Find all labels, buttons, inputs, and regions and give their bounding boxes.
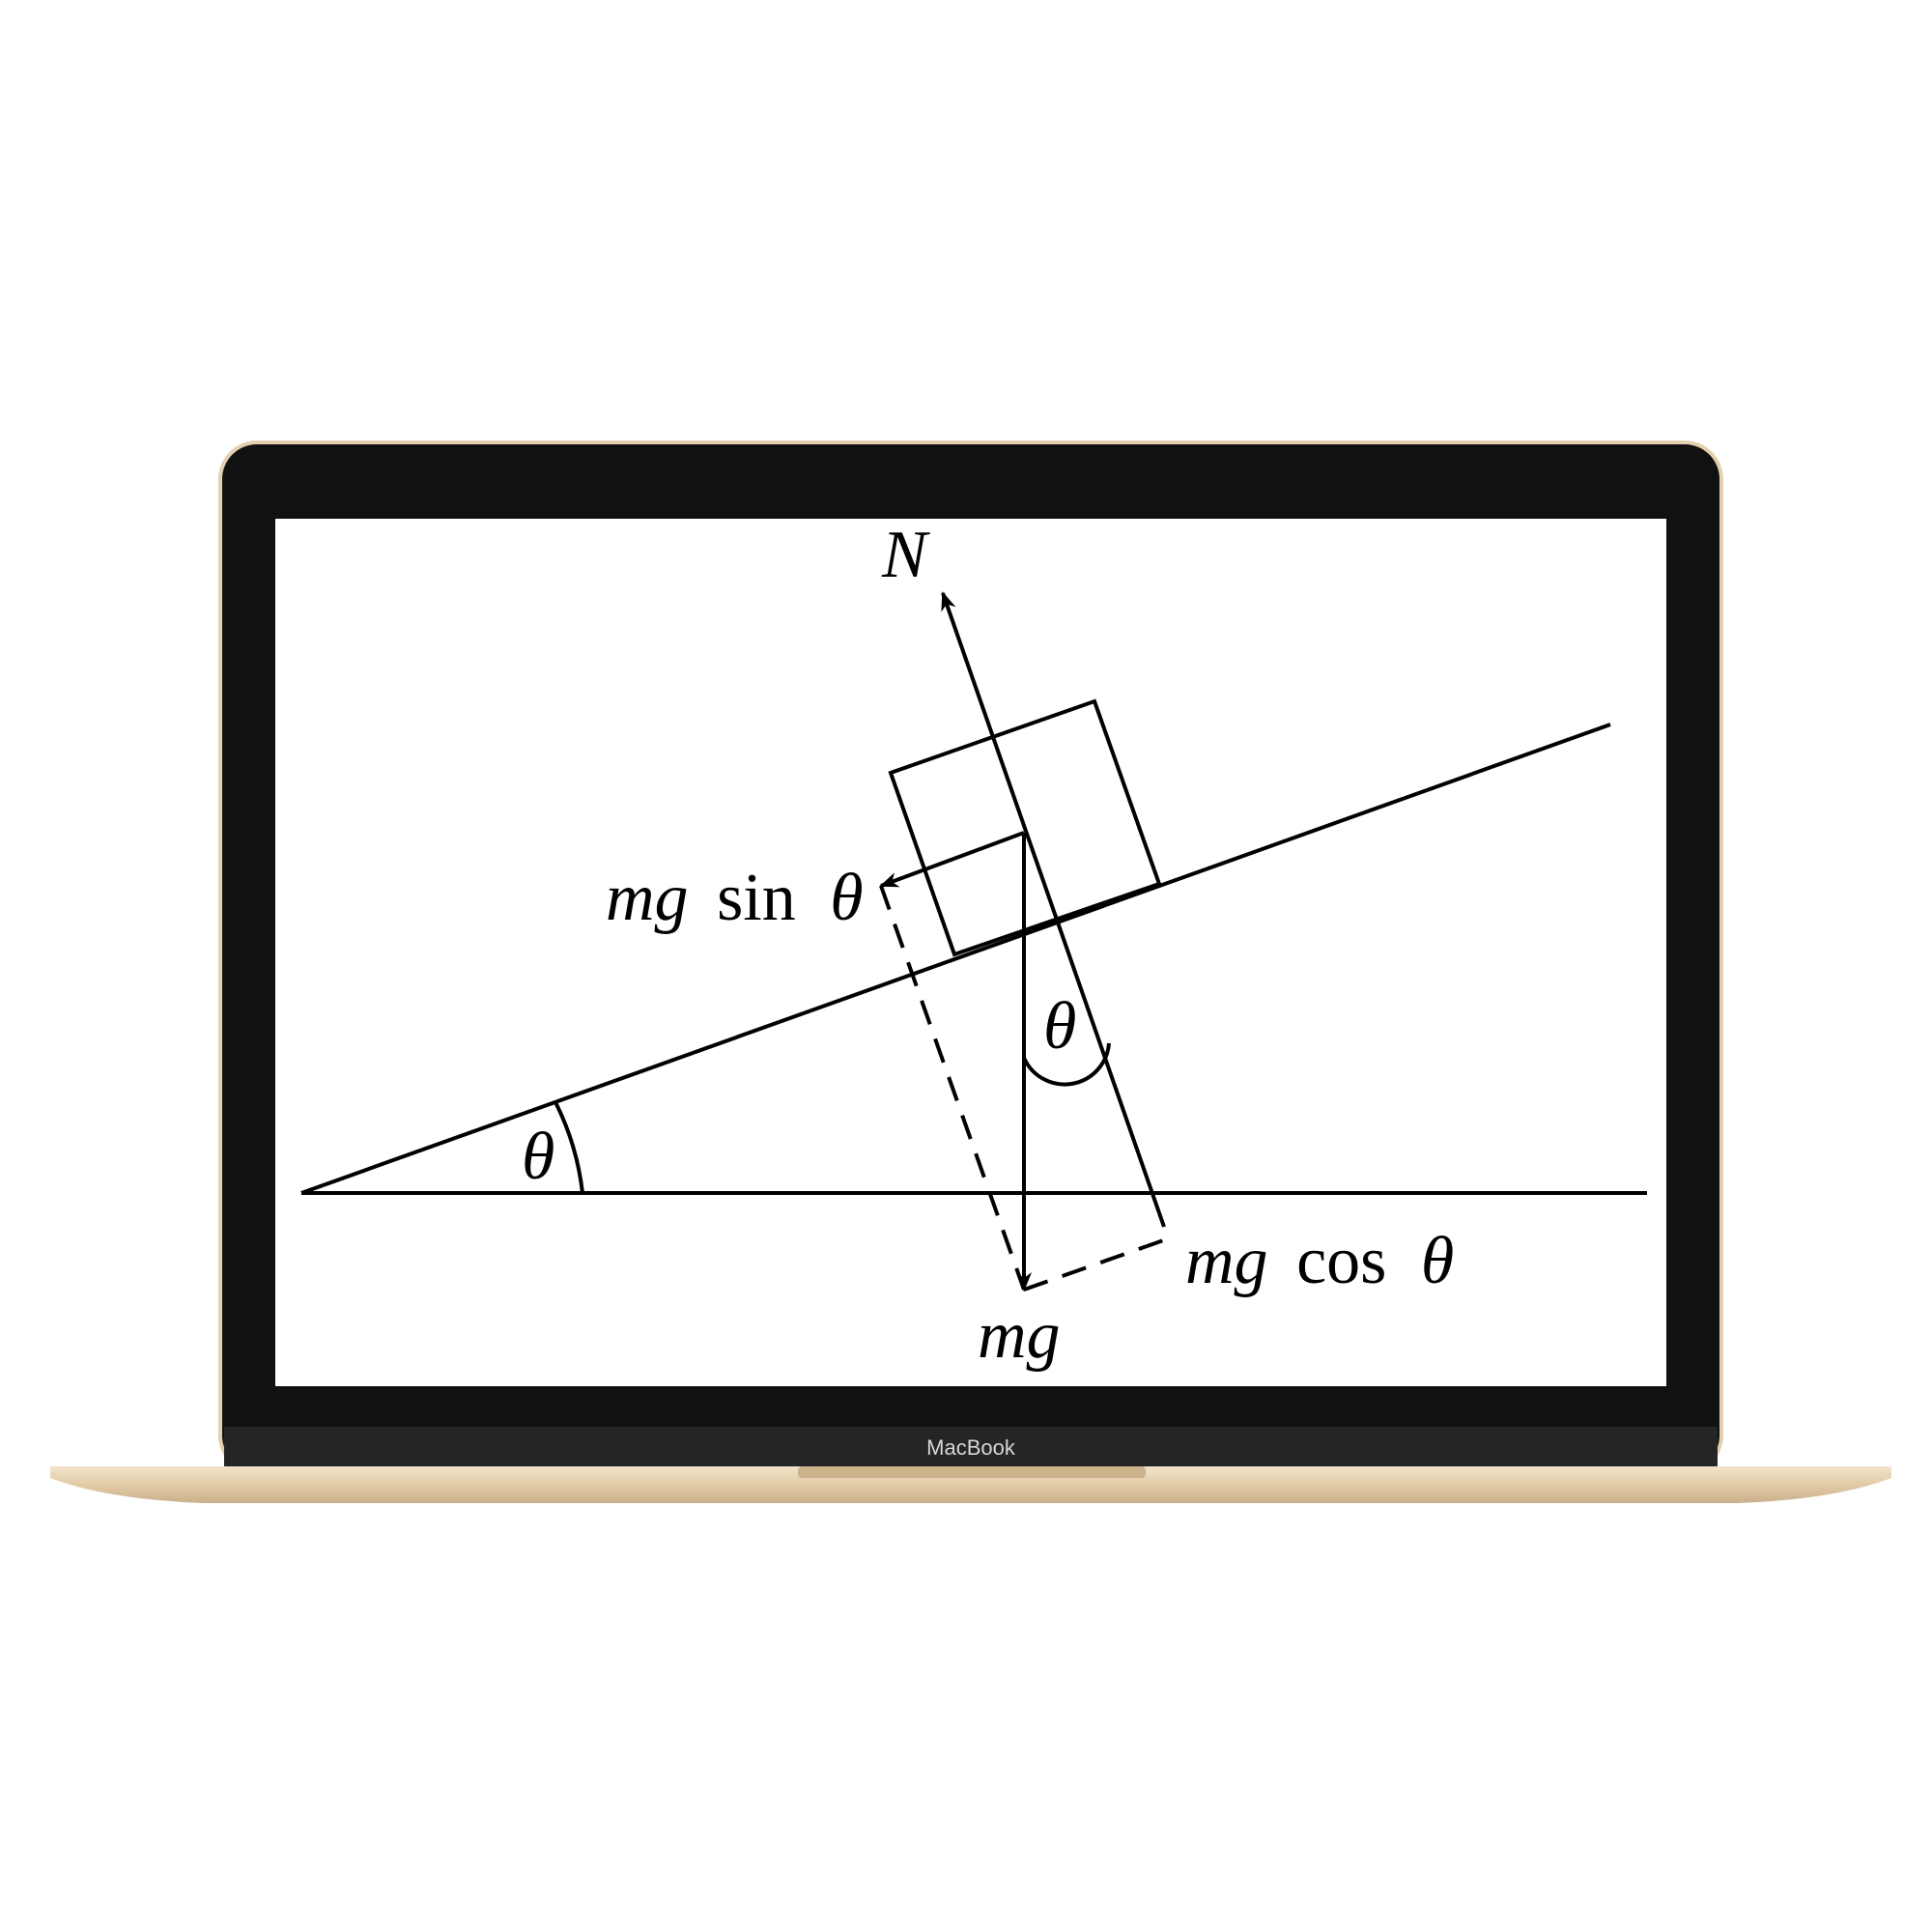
incline-line <box>300 723 1611 1195</box>
force-angle-arc <box>1022 1042 1111 1087</box>
laptop-bezel-chin <box>224 1427 1718 1470</box>
brand-label: MacBook <box>926 1435 1016 1460</box>
inclined-plane-diagram <box>300 591 1647 1292</box>
label-mg-cos-theta: mg cos θ <box>1185 1224 1454 1298</box>
dashed-to-weight <box>879 885 1026 1291</box>
label-incline-angle: θ <box>522 1120 554 1194</box>
laptop-base <box>50 1466 1891 1503</box>
parallel-component-arrow <box>879 831 1025 888</box>
label-N: N <box>881 518 930 592</box>
block <box>888 698 1162 957</box>
label-mg-weight: mg <box>978 1298 1061 1373</box>
dashed-to-cos <box>1023 1236 1170 1292</box>
laptop-hinge-notch <box>798 1466 1146 1478</box>
normal-force-arrow <box>941 591 1166 1228</box>
label-force-angle: θ <box>1043 989 1076 1064</box>
label-mg-sin-theta: mg sin θ <box>606 861 864 935</box>
incline-angle-arc <box>554 1101 584 1194</box>
